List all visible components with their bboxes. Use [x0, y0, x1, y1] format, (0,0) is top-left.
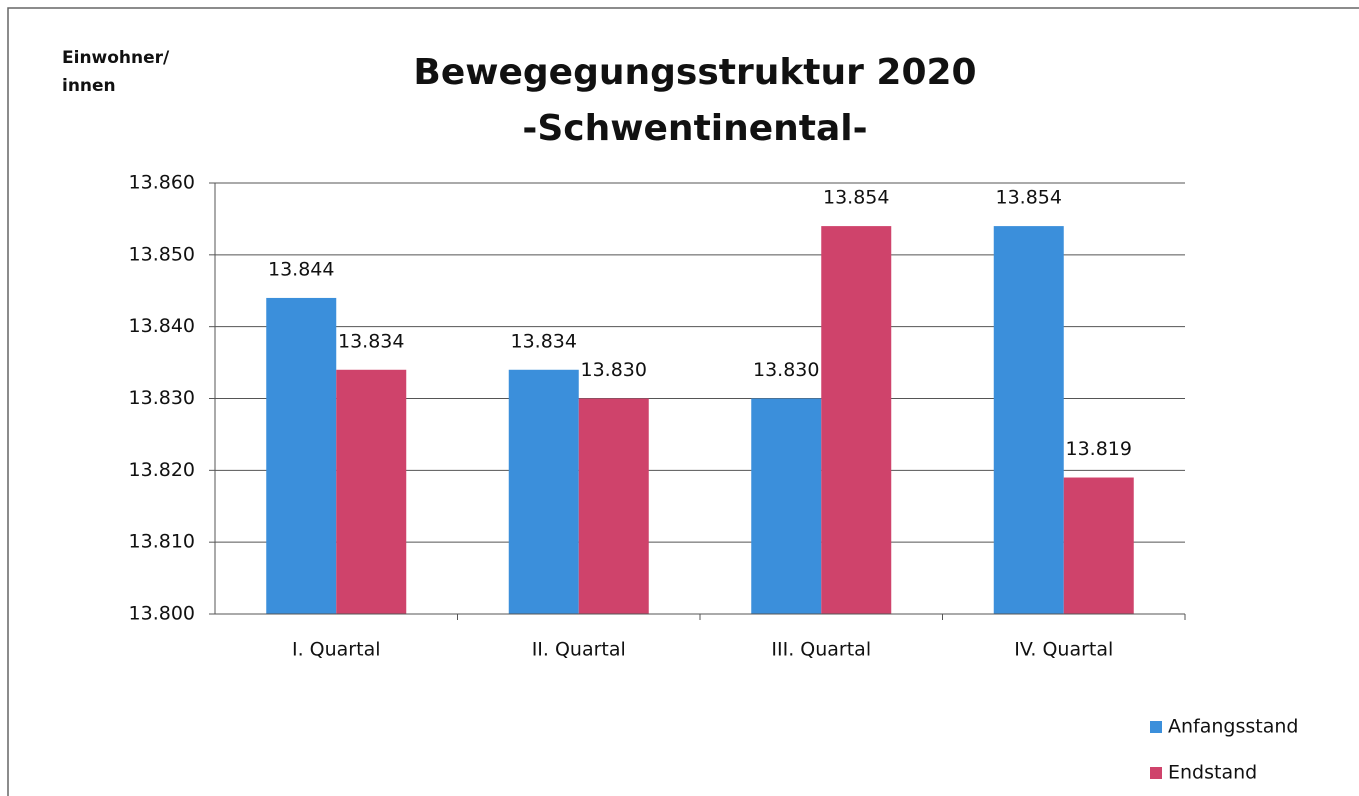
data-label: 13.834	[511, 330, 577, 352]
data-label: 13.830	[753, 359, 819, 381]
bar	[1063, 477, 1134, 614]
data-label: 13.854	[823, 187, 889, 209]
bar	[336, 369, 407, 614]
data-label: 13.844	[268, 258, 334, 280]
chart-title: Bewegegungsstruktur 2020	[413, 52, 976, 93]
bar	[578, 398, 649, 614]
y-tick-label: 13.830	[129, 387, 195, 409]
bar	[508, 369, 579, 614]
y-tick-label: 13.850	[129, 243, 195, 265]
y-tick-label: 13.840	[129, 315, 195, 337]
frame	[7, 7, 1359, 796]
x-tick-label: III. Quartal	[771, 639, 871, 661]
y-tick-label: 13.860	[129, 172, 195, 194]
y-tick-label: 13.810	[129, 531, 195, 553]
x-tick-label: II. Quartal	[532, 639, 626, 661]
chart-subtitle: -Schwentinental-	[522, 108, 867, 149]
bar	[751, 398, 822, 614]
bar	[266, 297, 337, 614]
data-label: 13.834	[338, 330, 404, 352]
legend-label: Anfangsstand	[1168, 716, 1298, 738]
x-tick-label: I. Quartal	[292, 639, 381, 661]
bar	[821, 226, 892, 614]
legend-label: Endstand	[1168, 762, 1257, 784]
data-label: 13.854	[996, 187, 1062, 209]
legend-swatch	[1150, 721, 1162, 733]
y-tick-label: 13.800	[129, 603, 195, 625]
data-label: 13.819	[1066, 438, 1132, 460]
bar	[993, 226, 1064, 614]
y-tick-label: 13.820	[129, 459, 195, 481]
data-label: 13.830	[581, 359, 647, 381]
legend-swatch	[1150, 767, 1162, 779]
x-tick-label: IV. Quartal	[1014, 639, 1113, 661]
y-axis-label: Einwohner/ innen	[62, 48, 170, 96]
